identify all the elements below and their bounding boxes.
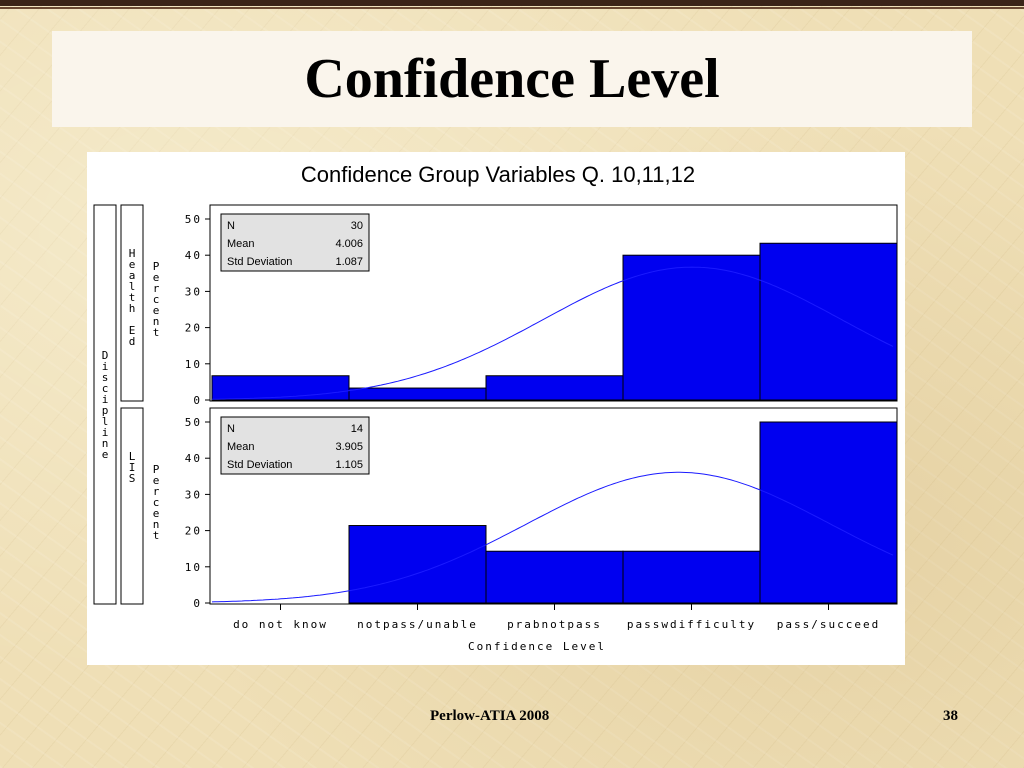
discipline-label-char: e	[102, 448, 109, 461]
x-tick-label: passwdifficulty	[627, 618, 756, 631]
y-axis-label-char: r	[153, 485, 160, 498]
stats-label: Std Deviation	[227, 459, 292, 471]
x-tick-label: pass/succeed	[777, 618, 880, 631]
stats-value: 4.006	[335, 238, 363, 250]
histogram-bar	[759, 242, 898, 401]
histogram-chart: Confidence Group Variables Q. 10,11,12 C…	[93, 162, 898, 653]
y-axis-label-char: e	[153, 507, 160, 520]
y-tick-label: 50	[185, 213, 202, 226]
histogram-bar	[485, 375, 624, 401]
group-label-char: S	[129, 472, 136, 485]
discipline-label-char: n	[102, 437, 109, 450]
y-tick-label: 10	[185, 358, 202, 371]
y-tick-label: 0	[193, 394, 202, 407]
stats-value: 1.087	[335, 256, 363, 268]
stats-value: 3.905	[335, 441, 363, 453]
histogram-bar	[348, 387, 487, 401]
histogram-bar	[759, 421, 898, 604]
y-axis-label-char: t	[153, 326, 160, 339]
group-label-char: a	[129, 269, 136, 282]
y-axis-label-char: P	[153, 463, 160, 476]
x-tick-label: prabnotpass	[507, 618, 602, 631]
top-border	[0, 0, 1024, 6]
y-axis-label-char: c	[153, 496, 160, 509]
stats-label: N	[227, 220, 235, 232]
slide-title: Confidence Level	[304, 48, 720, 110]
top-border-accent	[0, 7, 1024, 9]
group-strip	[120, 204, 144, 402]
discipline-label-char: i	[102, 360, 109, 373]
stats-box	[220, 213, 370, 272]
discipline-label-char: i	[102, 393, 109, 406]
y-axis-label-char: e	[153, 271, 160, 284]
title-box: Confidence Level	[52, 31, 972, 127]
stats-label: Mean	[227, 441, 255, 453]
y-axis-label-char: t	[153, 529, 160, 542]
histogram-bar	[622, 254, 761, 401]
stats-value: 1.105	[335, 459, 363, 471]
y-tick-label: 30	[185, 285, 202, 298]
group-label-char: H	[129, 247, 136, 260]
histogram-bar	[211, 375, 350, 401]
group-label-char: E	[129, 324, 136, 337]
discipline-label-char: s	[102, 371, 109, 384]
normal-curve	[211, 471, 894, 603]
page-number: 38	[943, 708, 958, 724]
group-label-char: I	[129, 461, 136, 474]
group-label-char: l	[129, 280, 136, 293]
y-axis-label-char: P	[153, 260, 160, 273]
chart-title: Confidence Group Variables Q. 10,11,12	[301, 162, 695, 187]
histogram-bar	[622, 550, 761, 604]
chart-panel: Confidence Group Variables Q. 10,11,12 C…	[87, 152, 905, 665]
y-axis-label-char: n	[153, 315, 160, 328]
y-tick-label: 20	[185, 525, 202, 538]
stats-label: N	[227, 423, 235, 435]
group-label-char: d	[129, 335, 136, 348]
y-axis-label-char: c	[153, 293, 160, 306]
stats-value: 30	[351, 220, 363, 232]
stats-label: Std Deviation	[227, 256, 292, 268]
y-axis-label-char: e	[153, 474, 160, 487]
y-tick-label: 30	[185, 488, 202, 501]
group-label-char: L	[129, 450, 136, 463]
y-tick-label: 40	[185, 249, 202, 262]
y-axis-label-char: e	[153, 304, 160, 317]
discipline-label-char: i	[102, 426, 109, 439]
y-tick-label: 40	[185, 452, 202, 465]
x-tick-label: notpass/unable	[357, 618, 478, 631]
stats-label: Mean	[227, 238, 255, 250]
discipline-label-char: c	[102, 382, 109, 395]
discipline-label-char: p	[102, 404, 109, 417]
group-label-char: h	[129, 302, 136, 315]
discipline-strip	[93, 204, 117, 605]
y-axis-label-char: n	[153, 518, 160, 531]
y-tick-label: 50	[185, 416, 202, 429]
group-strip	[120, 407, 144, 605]
y-axis-label-char: r	[153, 282, 160, 295]
y-tick-label: 10	[185, 561, 202, 574]
group-label-char: t	[129, 291, 136, 304]
normal-curve	[211, 266, 894, 400]
y-tick-label: 0	[193, 597, 202, 610]
histogram-bar	[348, 525, 487, 604]
histogram-bar	[485, 550, 624, 604]
stats-value: 14	[351, 423, 363, 435]
stats-box	[220, 416, 370, 475]
y-tick-label: 20	[185, 322, 202, 335]
group-label-char: e	[129, 258, 136, 271]
x-tick-label: do not know	[233, 618, 328, 631]
discipline-label-char: D	[102, 349, 109, 362]
footer-text: Perlow-ATIA 2008	[430, 708, 550, 724]
x-axis-label: Confidence Level	[468, 640, 606, 653]
discipline-label-char: l	[102, 415, 109, 428]
